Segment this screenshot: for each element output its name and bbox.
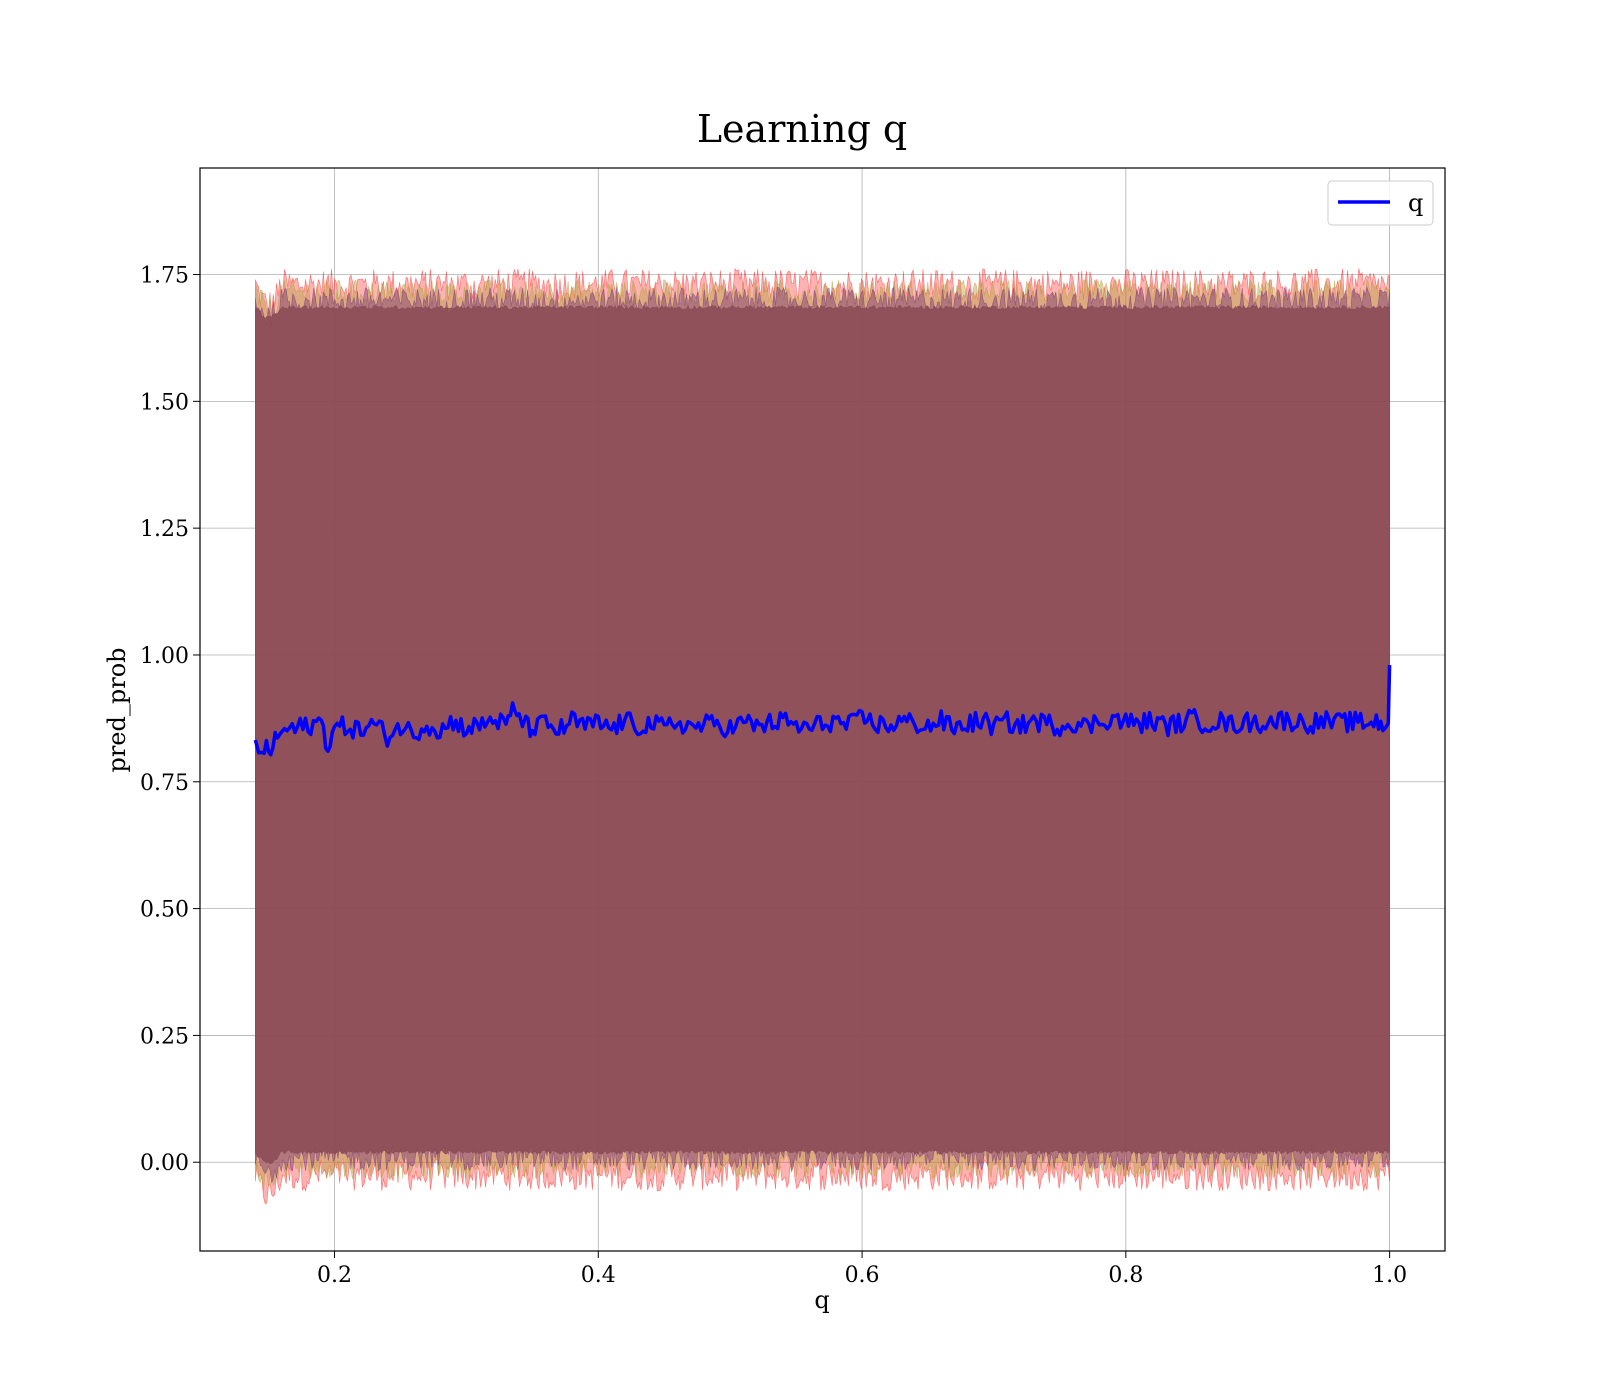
x-tick-label: 0.8 [1108,1263,1143,1288]
legend: q [1327,180,1434,226]
x-tick-label: 1.0 [1372,1263,1407,1288]
plot-frame [199,167,1446,1252]
axis-ticks: 0.2 0.4 0.6 0.8 1.0 0.00 0.25 0.50 0.75 1.00 1.25 1… [140,264,1407,1288]
series-lines [253,665,1392,757]
chart-title: Learning q [697,107,907,151]
y-tick-label: 0.50 [140,898,189,923]
y-tick-label: 0.75 [140,771,189,796]
y-tick-label: 0.25 [140,1024,189,1049]
y-axis-label: pred_prob [103,647,131,772]
x-tick-label: 0.6 [845,1263,880,1288]
confidence-bands [255,268,1390,1204]
y-tick-label: 1.75 [140,264,189,289]
x-axis-label: q [814,1286,829,1314]
y-tick-label: 1.25 [140,517,189,542]
y-tick-label: 1.00 [140,644,189,669]
series-line-q [253,665,1392,757]
confidence-band [255,304,1390,1165]
y-tick-label: 1.50 [140,390,189,415]
legend-label-q: q [1408,189,1423,217]
y-tick-label: 0.00 [140,1151,189,1176]
x-tick-label: 0.2 [317,1263,352,1288]
x-tick-label: 0.4 [581,1263,616,1288]
